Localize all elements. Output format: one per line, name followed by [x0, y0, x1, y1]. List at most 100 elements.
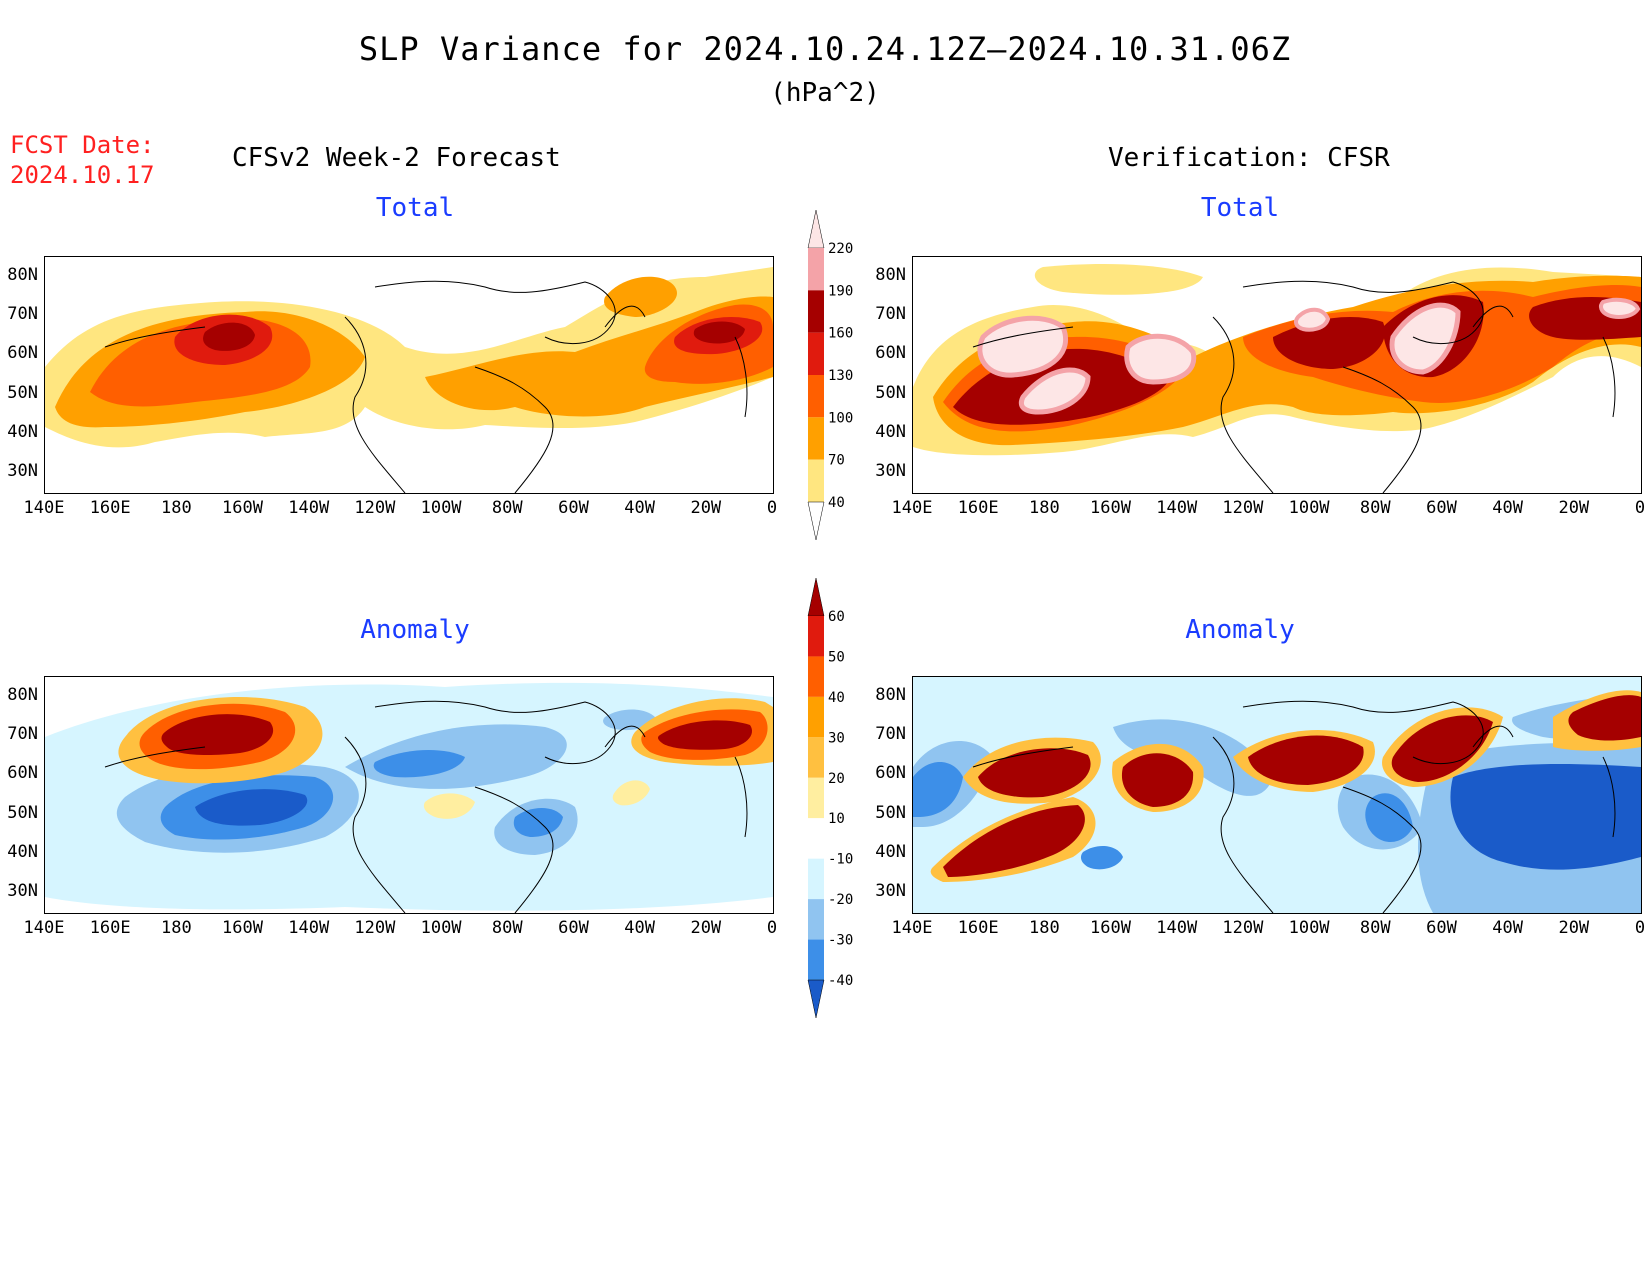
lat-tick-label: 40N: [875, 842, 906, 862]
lat-tick-label: 80N: [875, 684, 906, 705]
total-colorbar: 220 190 160 130 100 70 40: [807, 210, 853, 540]
lon-tick-label: 160E: [89, 498, 131, 518]
forecast-total-title: Total: [375, 193, 455, 223]
lon-tick-label: 160W: [222, 498, 263, 518]
lon-tick-label: 0: [1634, 498, 1646, 518]
lon-tick-label: 0: [766, 918, 778, 938]
lon-tick-label: 140E: [891, 918, 933, 938]
lon-tick-label: 180: [161, 498, 192, 518]
lon-tick-label: 100W: [420, 498, 462, 518]
lon-tick-label: 160E: [89, 918, 131, 938]
forecast-total-map: [44, 256, 774, 494]
coastlines: [972, 280, 1616, 493]
lat-tick-label: 80N: [875, 264, 906, 285]
lat-tick-label: 80N: [7, 684, 38, 705]
lon-tick-label: 140W: [288, 918, 330, 938]
lat-tick-label: 70N: [7, 304, 38, 324]
lon-tick-label: 120W: [1222, 498, 1264, 518]
lon-tick-label: 60W: [1426, 918, 1457, 938]
lat-tick-label: 60N: [7, 763, 38, 784]
colorbar-label: 160: [828, 326, 853, 342]
chart-title: SLP Variance for 2024.10.24.12Z–2024.10.…: [358, 30, 1292, 68]
lon-tick-label: 120W: [354, 918, 396, 938]
colorbar-top-arrow: [807, 578, 825, 617]
verif-anom-field: [913, 677, 1641, 913]
coastlines: [104, 700, 748, 913]
lon-tick-label: 140E: [891, 498, 933, 518]
lon-tick-label: 60W: [1426, 498, 1457, 518]
colorbar-swatch: [808, 616, 824, 657]
lon-tick-label: 160W: [222, 918, 263, 938]
colorbar-label: 50: [828, 649, 845, 665]
coastlines: [972, 700, 1616, 913]
lon-tick-label: 80W: [491, 918, 523, 938]
verif-total-field: [913, 264, 1641, 456]
lon-tick-label: 120W: [1222, 918, 1264, 938]
lon-tick-label: 20W: [1558, 498, 1590, 518]
lon-tick-label: 140W: [288, 498, 330, 518]
colorbar-bottom-arrow: [807, 501, 825, 540]
colorbar-swatch: [808, 459, 824, 502]
lon-tick-label: 140W: [1156, 498, 1198, 518]
lon-tick-label: 40W: [624, 918, 655, 938]
colorbar-label: 10: [828, 811, 845, 827]
forecast-anom-map: [44, 676, 774, 914]
colorbar-top-arrow: [807, 210, 825, 249]
anomaly-colorbar: 60 50 40 30 20 10 -10 -20 -30 -40: [807, 578, 853, 1018]
lon-tick-label: 160W: [1090, 498, 1131, 518]
colorbar-label: 70: [828, 453, 845, 469]
forecast-anom-title: Anomaly: [360, 615, 470, 645]
lat-tick-label: 40N: [875, 422, 906, 442]
lon-tick-label: 160W: [1090, 918, 1131, 938]
colorbar-swatch: [808, 290, 824, 333]
lon-tick-label: 180: [161, 918, 192, 938]
lat-tick-label: 70N: [875, 724, 906, 744]
lon-tick-label: 160E: [957, 918, 999, 938]
colorbar-label: -40: [828, 973, 853, 989]
colorbar-label: 40: [828, 690, 845, 706]
lat-tick-label: 50N: [7, 382, 38, 403]
colorbar-label: 40: [828, 495, 845, 511]
lon-tick-label: 40W: [1492, 918, 1523, 938]
colorbar-swatch: [808, 656, 824, 697]
colorbar-swatch: [808, 818, 824, 859]
lon-tick-label: 140E: [23, 498, 65, 518]
colorbar-label: 130: [828, 368, 853, 384]
lon-tick-label: 180: [1029, 918, 1060, 938]
lon-tick-label: 180: [1029, 498, 1060, 518]
colorbar-label: 60: [828, 609, 845, 625]
fcst-date-label: FCST Date:: [10, 131, 155, 159]
colorbar-label: 190: [828, 283, 853, 299]
lat-tick-label: 40N: [7, 842, 38, 862]
fcst-date: 2024.10.17: [10, 161, 155, 189]
colorbar-swatch: [808, 939, 824, 980]
lat-tick-label: 60N: [7, 343, 38, 364]
colorbar-swatch: [808, 696, 824, 738]
colorbar-swatch: [808, 737, 824, 778]
lon-tick-label: 100W: [1288, 918, 1330, 938]
lon-tick-label: 0: [766, 498, 778, 518]
colorbar-swatch: [808, 375, 824, 418]
colorbar-label: 220: [828, 241, 853, 257]
lon-tick-label: 60W: [558, 498, 589, 518]
colorbar-swatch: [808, 858, 824, 900]
lon-tick-label: 120W: [354, 498, 396, 518]
colorbar-bottom-arrow: [807, 979, 825, 1018]
lat-tick-label: 30N: [875, 461, 906, 482]
lat-tick-label: 80N: [7, 264, 38, 285]
lon-tick-label: 80W: [1359, 498, 1391, 518]
forecast-anom-field: [45, 682, 773, 911]
lon-tick-label: 40W: [624, 498, 655, 518]
coastlines: [104, 280, 748, 493]
lon-tick-label: 20W: [690, 918, 722, 938]
lon-tick-label: 140W: [1156, 918, 1198, 938]
lon-tick-label: 0: [1634, 918, 1646, 938]
colorbar-swatch: [808, 899, 824, 940]
verif-anom-map: [912, 676, 1642, 914]
lat-tick-label: 30N: [875, 881, 906, 902]
colorbar-swatch: [808, 777, 824, 819]
lon-tick-label: 20W: [1558, 918, 1590, 938]
lon-tick-label: 60W: [558, 918, 589, 938]
verification-header: Verification: CFSR: [1108, 143, 1390, 173]
colorbar-label: 20: [828, 771, 845, 787]
